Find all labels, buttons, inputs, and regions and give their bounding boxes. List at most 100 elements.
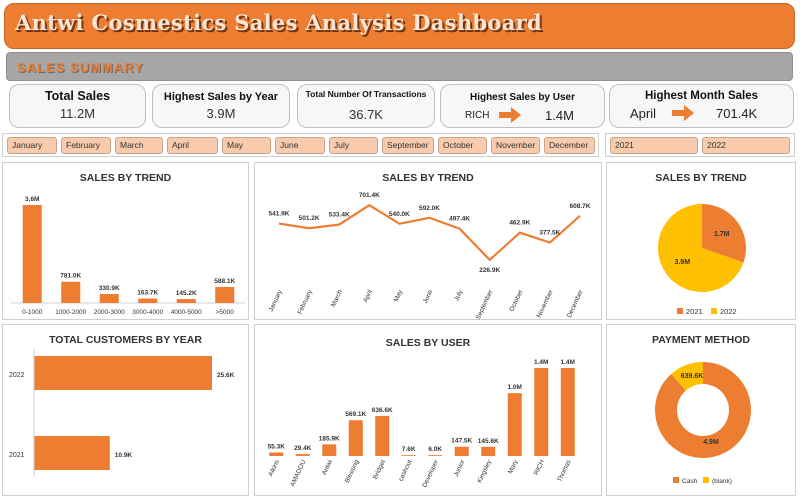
panel-by-user: SALES BY USER 55.3K Aikins 29.4K AMADOU 185.… bbox=[254, 324, 602, 496]
year-slicer: 2021 2022 bbox=[605, 133, 795, 157]
tick-label: 4000-5000 bbox=[171, 309, 202, 316]
year-filter-2022[interactable]: 2022 bbox=[702, 137, 790, 154]
data-label: 1.4M bbox=[561, 359, 575, 366]
tick-label: 3000-4000 bbox=[132, 309, 163, 316]
tick-label: Blessing bbox=[344, 459, 361, 485]
bar bbox=[428, 455, 443, 456]
legend-label: (blank) bbox=[712, 478, 732, 485]
data-label: 55.3K bbox=[268, 444, 286, 451]
panel-title: SALES BY TREND bbox=[79, 172, 172, 184]
bar bbox=[176, 299, 196, 303]
tick-label: Kingsley bbox=[476, 458, 493, 484]
data-label: 781.0K bbox=[60, 273, 81, 280]
data-label: 25.6K bbox=[217, 372, 235, 379]
tick-label: cashout bbox=[398, 459, 414, 483]
data-label: 1.0M bbox=[508, 384, 522, 391]
panel-title: SALES BY USER bbox=[385, 337, 471, 349]
year-filter-2021[interactable]: 2021 bbox=[610, 137, 698, 154]
legend-label: 2022 bbox=[720, 307, 737, 316]
bar bbox=[481, 446, 496, 456]
donut-slice bbox=[671, 362, 703, 391]
data-label: 608.7K bbox=[570, 203, 591, 210]
kpi-highest-sales-year: Highest Sales by Year 3.9M bbox=[152, 84, 290, 128]
bar bbox=[138, 298, 158, 303]
kpi-label: Highest Sales by Year bbox=[163, 91, 279, 103]
data-label: 6.0K bbox=[428, 446, 442, 453]
bar bbox=[61, 281, 81, 303]
data-label: 540.0K bbox=[389, 211, 410, 218]
bar bbox=[269, 452, 284, 456]
legend-swatch bbox=[677, 308, 683, 314]
month-filter-february[interactable]: February bbox=[61, 137, 111, 154]
kpi-strip: Total Sales 11.2M Highest Sales by Year … bbox=[0, 84, 800, 130]
payment-donut-chart: 4.9M 639.6K Cash (blank) bbox=[655, 362, 751, 485]
tick-label: Mary bbox=[507, 458, 520, 475]
month-filter-april[interactable]: April bbox=[167, 137, 218, 154]
month-filter-may[interactable]: May bbox=[222, 137, 271, 154]
data-label: 592.0K bbox=[419, 205, 440, 212]
tick-label: Developer bbox=[421, 458, 440, 489]
tick-label: April bbox=[362, 288, 374, 303]
tick-label: Junior bbox=[453, 458, 467, 478]
sales-summary-bar: SALES SUMMARY bbox=[6, 52, 793, 81]
legend-swatch bbox=[703, 477, 709, 483]
legend-swatch bbox=[673, 477, 679, 483]
data-label: 330.9K bbox=[99, 285, 120, 292]
month-filter-november[interactable]: November bbox=[491, 137, 540, 154]
tick-label: 2022 bbox=[9, 372, 25, 379]
bar bbox=[560, 368, 575, 456]
bar bbox=[34, 436, 110, 470]
data-label: 377.5K bbox=[539, 230, 560, 237]
sales-summary-label: SALES SUMMARY bbox=[17, 60, 144, 75]
data-label: 497.4K bbox=[449, 216, 470, 223]
legend-label: Cash bbox=[682, 478, 698, 485]
data-label: 7.6K bbox=[402, 446, 416, 453]
data-label: 3.9M bbox=[674, 259, 690, 266]
bar bbox=[99, 293, 119, 303]
tick-label: May bbox=[393, 288, 405, 303]
dashboard-title-bar: Antwi Cosmestics Sales Analysis Dashboar… bbox=[4, 3, 795, 49]
month-filter-september[interactable]: September bbox=[382, 137, 434, 154]
kpi-highest-sales-user: Highest Sales by User RICH 1.4M bbox=[440, 84, 605, 128]
data-label: 636.6K bbox=[372, 407, 393, 414]
tick-label: September bbox=[475, 288, 495, 321]
data-label: 145.2K bbox=[176, 290, 197, 297]
data-label: 588.1K bbox=[214, 278, 235, 285]
bar bbox=[34, 356, 212, 390]
month-filter-june[interactable]: June bbox=[275, 137, 325, 154]
data-label: 163.7K bbox=[137, 290, 158, 297]
right-arrow-icon bbox=[499, 107, 521, 123]
kpi-total-transactions: Total Number Of Transactions 36.7K bbox=[297, 84, 435, 128]
pie-slice bbox=[702, 204, 746, 263]
data-label: 145.6K bbox=[478, 438, 499, 445]
kpi-label: Highest Sales by User bbox=[469, 92, 576, 103]
month-filter-january[interactable]: January bbox=[7, 137, 57, 154]
kpi-label: Total Number Of Transactions bbox=[305, 89, 427, 99]
tick-label: Bridget bbox=[372, 459, 387, 481]
data-label: 569.1K bbox=[345, 411, 366, 418]
panel-trend-line: SALES BY TREND 541.9K January 501.2K Februa… bbox=[254, 162, 602, 321]
right-arrow-icon bbox=[672, 105, 694, 121]
tick-label: 1000-2000 bbox=[55, 309, 86, 316]
legend-swatch bbox=[711, 308, 717, 314]
data-label: 462.9K bbox=[509, 220, 530, 227]
tick-label: Antwi bbox=[321, 459, 334, 476]
month-filter-july[interactable]: July bbox=[329, 137, 378, 154]
panel-payment: PAYMENT METHOD 4.9M 639.6K Cash (blank) bbox=[606, 324, 796, 496]
tick-label: AMADOU bbox=[289, 459, 308, 488]
panel-trend-bar: SALES BY TREND 3.6M 0-1000 781.0K 1000-2000… bbox=[2, 162, 249, 320]
month-slicer: January February March April May June July Sept… bbox=[2, 133, 599, 157]
bar bbox=[22, 205, 42, 303]
filter-row: January February March April May June July Sept… bbox=[0, 133, 800, 157]
donut-slice bbox=[655, 362, 751, 458]
tick-label: June bbox=[422, 289, 434, 305]
tick-label: 2021 bbox=[9, 452, 25, 459]
trend-line-chart: 541.9K January 501.2K February 533.4K March 70… bbox=[268, 192, 591, 321]
month-filter-march[interactable]: March bbox=[115, 137, 163, 154]
tick-label: >5000 bbox=[216, 309, 235, 316]
tick-label: July bbox=[453, 288, 465, 302]
panel-title: PAYMENT METHOD bbox=[651, 334, 750, 346]
month-filter-october[interactable]: October bbox=[438, 137, 487, 154]
kpi-value: 1.4M bbox=[545, 108, 574, 123]
month-filter-december[interactable]: December bbox=[544, 137, 595, 154]
